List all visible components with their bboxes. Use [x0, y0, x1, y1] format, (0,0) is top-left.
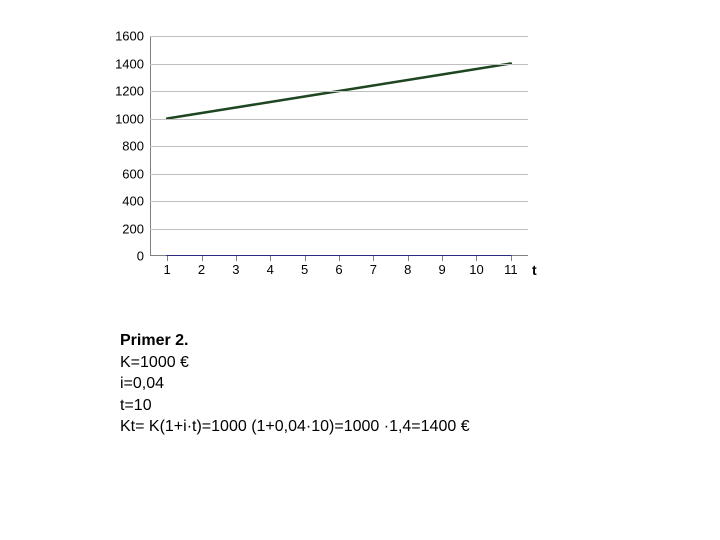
x-tick-mark [373, 256, 374, 261]
x-tick-label: 8 [404, 262, 411, 277]
gridline [150, 229, 528, 230]
caption-line: K=1000 € [120, 352, 470, 374]
gridline [150, 91, 528, 92]
x-tick-mark [305, 256, 306, 261]
caption-title: Primer 2. [120, 330, 470, 352]
x-tick-label: 4 [267, 262, 274, 277]
x-tick-mark [476, 256, 477, 261]
y-tick-label: 1600 [115, 29, 150, 44]
x-tick-mark [202, 256, 203, 261]
chart: t 02004006008001000120014001600123456789… [150, 36, 528, 256]
gridline [150, 64, 528, 65]
caption-line: t=10 [120, 395, 470, 417]
x-tick-mark [408, 256, 409, 261]
x-tick-mark [270, 256, 271, 261]
x-axis-title: t [532, 262, 537, 278]
y-tick-label: 200 [122, 221, 150, 236]
gridline [150, 119, 528, 120]
x-tick-label: 7 [370, 262, 377, 277]
x-tick-mark [167, 256, 168, 261]
x-tick-label: 2 [198, 262, 205, 277]
y-tick-label: 800 [122, 139, 150, 154]
y-tick-label: 400 [122, 194, 150, 209]
x-tick-label: 3 [232, 262, 239, 277]
y-tick-label: 0 [137, 249, 150, 264]
x-tick-label: 1 [164, 262, 171, 277]
page: t 0 200 400 600 800 1000 1200 1400 1600 1 2 3 4 5 6 7 8 9… [0, 0, 720, 540]
gridline [150, 36, 528, 37]
caption-line: Kt= K(1+i·t)=1000 (1+0,04·10)=1000 ·1,4=… [120, 416, 470, 438]
x-tick-mark [511, 256, 512, 261]
caption-block: Primer 2. K=1000 € i=0,04 t=10 Kt= K(1+i… [120, 330, 470, 438]
gridline [150, 201, 528, 202]
x-tick-label: 10 [469, 262, 483, 277]
y-tick-label: 600 [122, 166, 150, 181]
gridline [150, 146, 528, 147]
x-tick-label: 9 [438, 262, 445, 277]
plot-area: t 02004006008001000120014001600123456789… [150, 36, 528, 256]
y-tick-label: 1200 [115, 84, 150, 99]
gridline [150, 174, 528, 175]
x-tick-label: 5 [301, 262, 308, 277]
y-tick-label: 1000 [115, 111, 150, 126]
caption-line: i=0,04 [120, 373, 470, 395]
y-tick-label: 1400 [115, 56, 150, 71]
x-tick-label: 6 [335, 262, 342, 277]
x-tick-label: 11 [504, 262, 518, 277]
x-tick-mark [339, 256, 340, 261]
x-tick-mark [442, 256, 443, 261]
x-tick-mark [236, 256, 237, 261]
